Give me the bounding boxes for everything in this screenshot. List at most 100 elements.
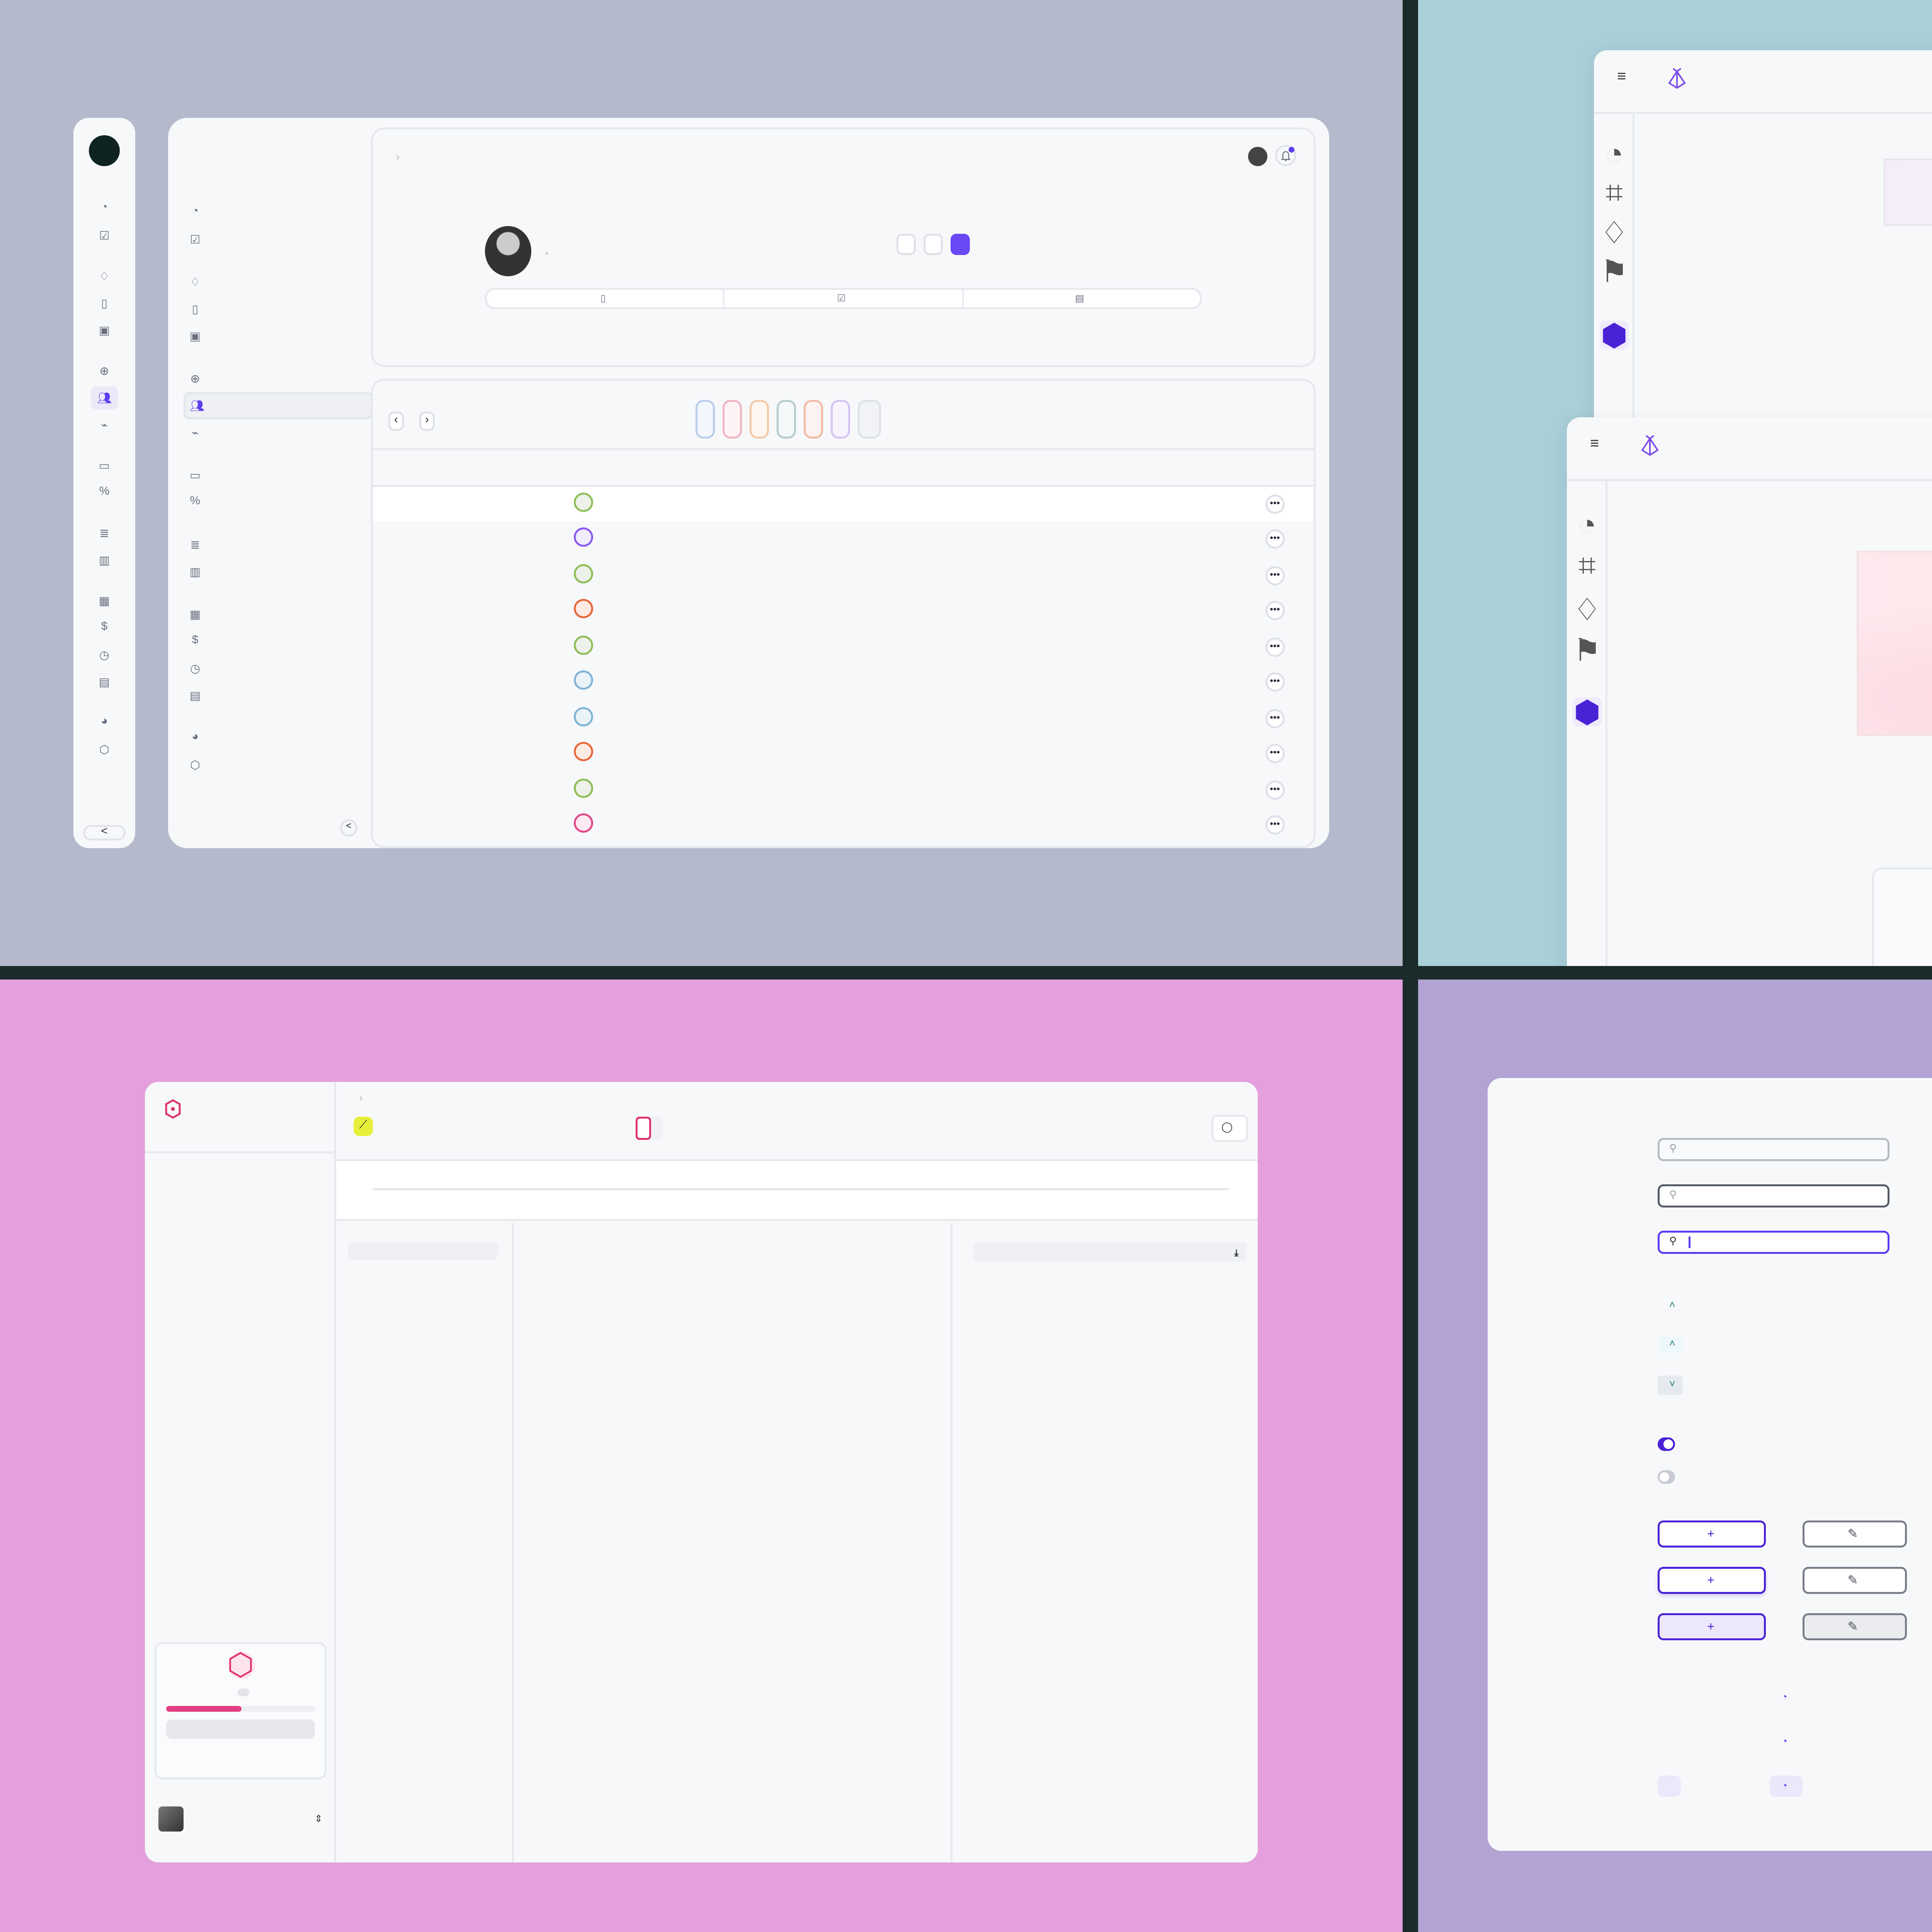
row-action-button[interactable]: •••	[1265, 744, 1285, 764]
edit-query-button-hover[interactable]: ✎	[1803, 1567, 1907, 1594]
collapse-rail-button[interactable]: <	[83, 825, 126, 840]
sidebar-item-payroll[interactable]: ▦	[184, 601, 373, 628]
brand[interactable]	[1638, 435, 1667, 456]
row-action-button[interactable]: •••	[1265, 495, 1285, 514]
search-input-press[interactable]: ⚲	[1658, 1231, 1889, 1254]
chart-icon[interactable]: ⌁	[100, 420, 108, 432]
trend-icon[interactable]: ⌗	[1578, 549, 1596, 583]
more-actions-button[interactable]	[923, 234, 943, 255]
settings-icon[interactable]: ⬢	[1573, 697, 1602, 730]
notification-bell-icon[interactable]	[1275, 145, 1296, 166]
users-icon[interactable]: 👥︎	[91, 386, 118, 410]
sidebar-item-organisation-chart[interactable]: ⌁	[184, 419, 373, 446]
add-payroll-transaction-button[interactable]	[896, 234, 916, 255]
sidebar-item-company-documents[interactable]: ▯	[184, 296, 373, 323]
chat-super-analyst-button[interactable]	[166, 1719, 315, 1739]
megaphone-icon[interactable]: ⚑	[1600, 256, 1628, 289]
plus-circle-icon[interactable]: ⊕	[99, 366, 109, 378]
new-query-button-hover[interactable]: +	[1658, 1567, 1766, 1594]
text-button-hover[interactable]: ◔	[1770, 1731, 1803, 1752]
hamburger-menu-icon[interactable]: ≡	[1590, 435, 1599, 452]
sidebar-item-settings[interactable]: ⬡	[184, 752, 373, 779]
sidebar-item-new-employee[interactable]: ⊕	[184, 365, 373, 392]
toggle-on[interactable]	[1658, 1437, 1675, 1451]
sidebar-item-overview[interactable]: ◔	[184, 199, 373, 226]
brand[interactable]	[164, 1099, 187, 1119]
pie-icon[interactable]: ◕	[100, 717, 108, 728]
percent-icon[interactable]: %	[99, 487, 110, 498]
trend-icon[interactable]: ⌗	[1605, 177, 1623, 210]
sidebar-item-leave-planning[interactable]: ▭	[184, 462, 373, 489]
fullscreen-table-button[interactable]	[858, 400, 881, 439]
stat-overtime[interactable]	[777, 400, 796, 439]
schedule-icon[interactable]: ▥	[99, 555, 110, 567]
tab-company-details[interactable]	[651, 1117, 663, 1140]
check-list-icon[interactable]: ☑	[99, 231, 110, 243]
jisr-logo[interactable]	[89, 135, 120, 166]
new-query-button-press[interactable]: +	[1658, 1613, 1766, 1640]
sidebar-item-shift-scheduler[interactable]: ▥	[184, 558, 373, 585]
chat-with-analyst-button[interactable]: ◯	[1211, 1115, 1248, 1142]
collapse-sidebar-button[interactable]: <	[340, 819, 357, 837]
show-time-breakdown-normal[interactable]: ˄	[1658, 1298, 1683, 1314]
text-button-normal[interactable]: ◔	[1770, 1687, 1803, 1708]
row-action-button[interactable]: •••	[1265, 565, 1285, 585]
sidebar-item-requests[interactable]: ☑	[184, 226, 373, 253]
brand[interactable]	[1665, 68, 1694, 89]
show-time-breakdown-hover[interactable]: ˄	[1658, 1337, 1683, 1352]
gauge-icon[interactable]: ◔	[1605, 138, 1624, 171]
toc-meeting-strategy[interactable]	[348, 1242, 498, 1260]
search-input-hover[interactable]: ⚲	[1658, 1184, 1889, 1208]
sidebar-item-annoucements[interactable]: ♢	[184, 269, 373, 296]
stat-absent[interactable]	[804, 400, 823, 439]
sidebar-item-integrations[interactable]	[1667, 230, 1824, 257]
megaphone-icon[interactable]: ⚑	[1573, 634, 1601, 668]
bell-icon[interactable]: ♢	[1600, 217, 1628, 250]
edit-query-button-normal[interactable]: ✎	[1803, 1520, 1907, 1548]
new-query-button-normal[interactable]: +	[1658, 1520, 1766, 1548]
new-request-button[interactable]	[951, 234, 970, 255]
edit-query-button-press[interactable]: ✎	[1803, 1613, 1907, 1640]
row-action-button[interactable]: •••	[1265, 601, 1285, 621]
sidebar-item-payroll-history[interactable]: ◷	[184, 655, 373, 682]
next-month-button[interactable]: ›	[419, 412, 435, 431]
prev-month-button[interactable]: ‹	[388, 412, 404, 431]
receipt-icon[interactable]: ▤	[99, 677, 110, 689]
stat-working-hours[interactable]	[696, 400, 715, 439]
text-url-active[interactable]	[1658, 1776, 1681, 1797]
stat-missing-punch[interactable]	[831, 400, 850, 439]
sidebar-item-expenses[interactable]: ▤	[184, 682, 373, 709]
sidebar-item-reports[interactable]: ◕	[184, 724, 373, 752]
row-action-button[interactable]: •••	[1265, 530, 1285, 549]
report-icon[interactable]: ≣	[99, 528, 109, 540]
settings-icon[interactable]: ⬢	[1600, 320, 1629, 353]
gauge-icon[interactable]: ◔	[100, 203, 108, 214]
tab-sales-pitch[interactable]	[636, 1117, 651, 1140]
sidebar-item-company-assets[interactable]: ▣	[184, 323, 373, 350]
sidebar-item-employee-board[interactable]: 👥︎	[184, 392, 373, 419]
text-url-normal[interactable]	[1658, 1687, 1681, 1708]
top-user[interactable]	[1240, 145, 1296, 166]
stat-late-arrival[interactable]	[723, 400, 742, 439]
dollar-icon[interactable]: $	[101, 622, 108, 634]
clock-icon[interactable]: ◷	[99, 650, 110, 662]
avatar[interactable]	[1248, 146, 1267, 165]
user-switcher[interactable]: ⇕	[158, 1806, 323, 1832]
email[interactable]: ☑	[725, 290, 964, 307]
gauge-icon[interactable]: ◔	[1578, 509, 1597, 542]
row-action-button[interactable]: •••	[1265, 637, 1285, 656]
download-icon[interactable]: ⤓	[1234, 1247, 1238, 1257]
settings-icon[interactable]: ⬡	[99, 745, 110, 757]
search-input-normal[interactable]: ⚲	[1658, 1138, 1889, 1161]
hide-time-breakdown-active[interactable]: ˅	[1658, 1376, 1683, 1395]
bell-icon[interactable]: ♢	[1573, 594, 1601, 627]
sidebar-item-change-password[interactable]	[1667, 203, 1824, 230]
row-action-button[interactable]: •••	[1265, 816, 1285, 835]
text-url-hover[interactable]	[1658, 1731, 1681, 1752]
sidebar-item-leave-balance[interactable]: %	[184, 489, 373, 516]
hamburger-menu-icon[interactable]: ≡	[1617, 68, 1626, 85]
row-action-button[interactable]: •••	[1265, 708, 1285, 728]
text-button-active[interactable]: ◔	[1770, 1776, 1803, 1797]
row-action-button[interactable]: •••	[1265, 673, 1285, 692]
sidebar-item-transactions[interactable]: $	[184, 628, 373, 655]
